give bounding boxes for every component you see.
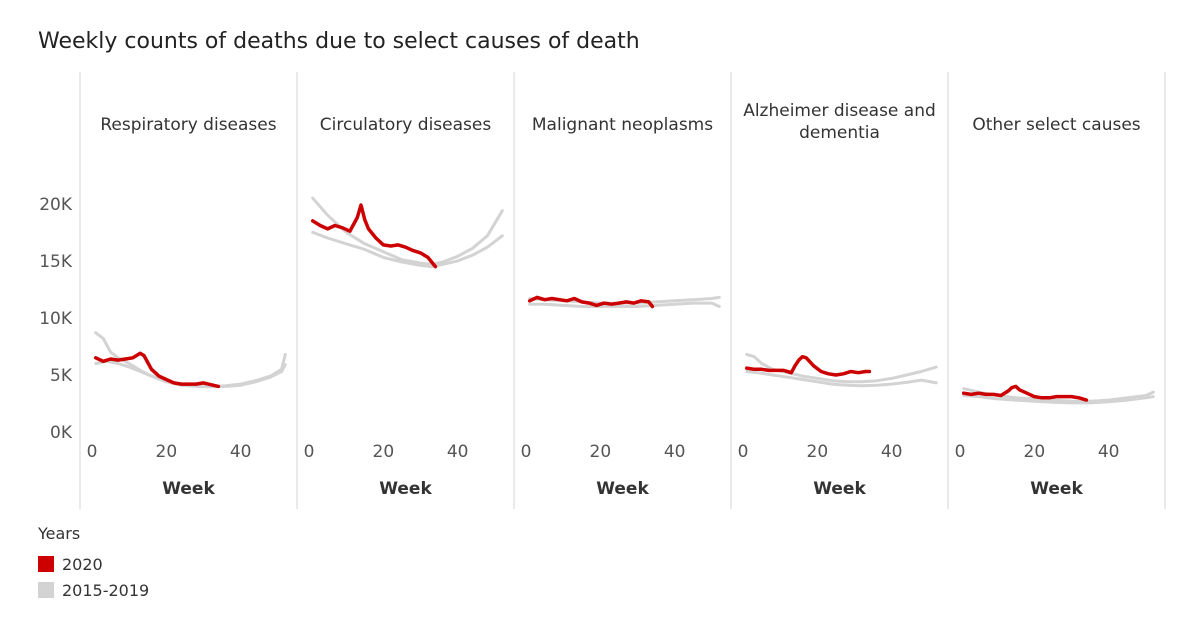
x-axis-label: Week bbox=[596, 479, 649, 499]
x-tick-label: 0 bbox=[955, 442, 966, 462]
panel-label-other-select-causes: Other select causes bbox=[972, 115, 1140, 135]
series-line-2015-2019-alzheimer-disease-and-dementia bbox=[745, 352, 938, 384]
panel-label-malignant-neoplasms: Malignant neoplasms bbox=[532, 115, 713, 135]
panel-label-alzheimer-disease-and-dementia: dementia bbox=[799, 123, 880, 143]
y-tick-label: 10K bbox=[39, 309, 73, 329]
chart-area: 0K 5K 10K 15K 20K Respiratory diseases 0 20 40 We… bbox=[39, 72, 1166, 509]
legend-item-2015-2019: 2015-2019 bbox=[38, 577, 149, 603]
legend-item-2020: 2020 bbox=[38, 551, 149, 577]
x-tick-label: 40 bbox=[447, 442, 469, 462]
x-tick-label: 40 bbox=[664, 442, 686, 462]
y-tick-label: 15K bbox=[39, 252, 73, 272]
x-tick-label: 40 bbox=[230, 442, 252, 462]
series-line-2015-2019-circulatory-diseases bbox=[311, 196, 504, 266]
legend-title: Years bbox=[38, 524, 81, 543]
y-tick-label: 5K bbox=[50, 366, 73, 386]
series-line-2015-2019-other-select-causes bbox=[962, 394, 1155, 405]
x-tick-label: 20 bbox=[590, 442, 612, 462]
x-tick-label: 0 bbox=[87, 442, 98, 462]
series-line-2015-2019-malignant-neoplasms bbox=[528, 301, 721, 308]
x-tick-label: 20 bbox=[1024, 442, 1046, 462]
panel-label-circulatory-diseases: Circulatory diseases bbox=[320, 115, 492, 135]
series-line-2020-circulatory-diseases bbox=[310, 203, 438, 269]
x-tick-label: 20 bbox=[156, 442, 178, 462]
panel-label-alzheimer-disease-and-dementia: Alzheimer disease and bbox=[743, 101, 936, 121]
x-tick-label: 0 bbox=[738, 442, 749, 462]
x-axis-label: Week bbox=[1030, 479, 1083, 499]
legend-label-2015-2019: 2015-2019 bbox=[62, 580, 150, 600]
chart-title: Weekly counts of deaths due to select ca… bbox=[38, 29, 640, 54]
y-tick-label: 20K bbox=[39, 195, 73, 215]
x-tick-label: 20 bbox=[807, 442, 829, 462]
series-line-2020-malignant-neoplasms bbox=[527, 295, 655, 309]
legend-swatch-2015-2019 bbox=[38, 582, 54, 598]
legend-label-2020: 2020 bbox=[62, 554, 103, 574]
x-axis-label: Week bbox=[379, 479, 432, 499]
panel-label-respiratory-diseases: Respiratory diseases bbox=[100, 115, 276, 135]
x-axis-label: Week bbox=[162, 479, 215, 499]
series-line-2020-alzheimer-disease-and-dementia bbox=[744, 354, 872, 377]
legend: Years 2020 2015-2019 bbox=[38, 524, 149, 603]
x-tick-label: 20 bbox=[373, 442, 395, 462]
x-tick-label: 0 bbox=[521, 442, 532, 462]
x-tick-label: 40 bbox=[881, 442, 903, 462]
series-line-2020-other-select-causes bbox=[961, 384, 1089, 402]
x-tick-label: 0 bbox=[304, 442, 315, 462]
x-axis-label: Week bbox=[813, 479, 866, 499]
series-line-2015-2019-alzheimer-disease-and-dementia bbox=[745, 370, 938, 388]
y-tick-label: 0K bbox=[50, 423, 73, 443]
series-line-2020-respiratory-diseases bbox=[93, 351, 221, 389]
series-line-2015-2019-circulatory-diseases bbox=[311, 230, 504, 269]
legend-swatch-2020 bbox=[38, 556, 54, 572]
x-tick-label: 40 bbox=[1098, 442, 1120, 462]
